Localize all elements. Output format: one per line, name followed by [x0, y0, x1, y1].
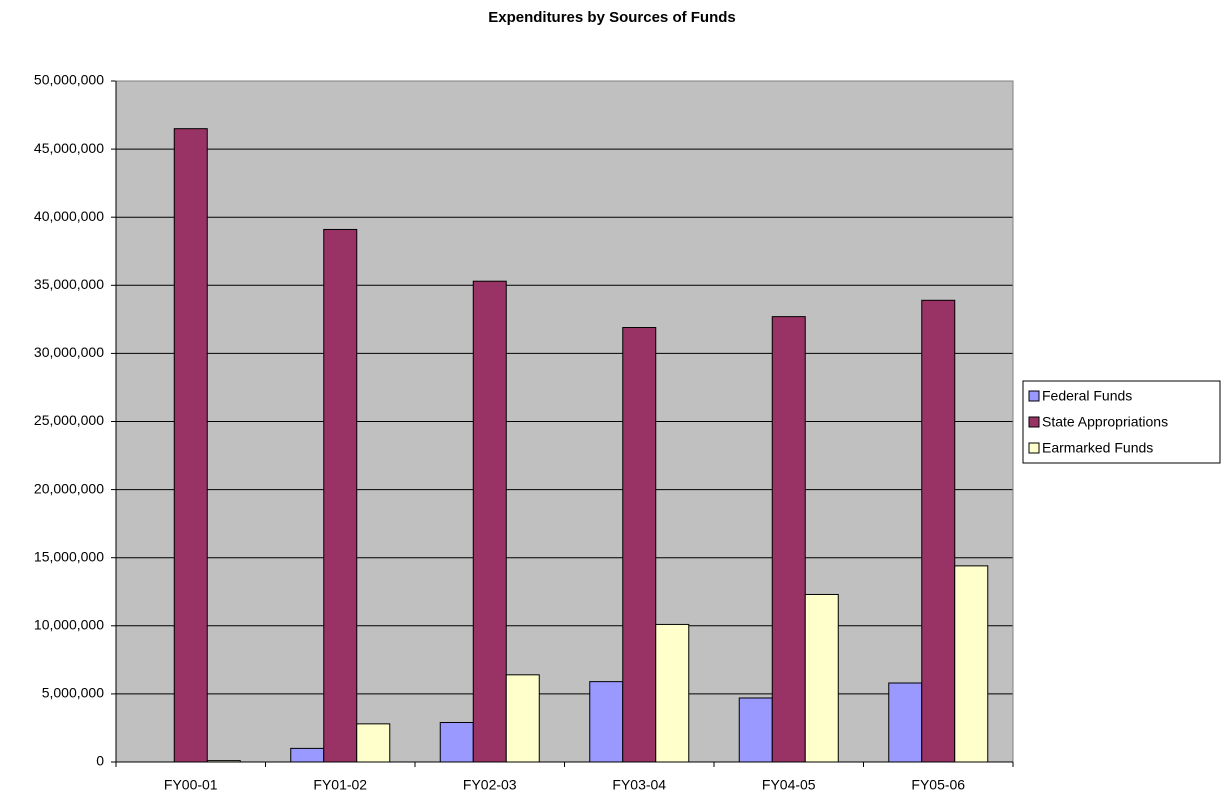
- y-tick-label: 15,000,000: [34, 548, 104, 564]
- bar: [738, 697, 773, 763]
- y-tick-label: 45,000,000: [34, 140, 104, 156]
- bar: [921, 299, 956, 763]
- y-tick-label: 10,000,000: [34, 617, 104, 633]
- chart-title: Expenditures by Sources of Funds: [488, 9, 736, 26]
- bar: [622, 327, 657, 763]
- legend-swatch: [1028, 390, 1040, 402]
- legend-swatch: [1028, 442, 1040, 454]
- y-tick-label: 50,000,000: [34, 72, 104, 88]
- bar: [771, 316, 806, 763]
- bar: [323, 228, 358, 763]
- legend-label: Federal Funds: [1042, 388, 1132, 404]
- bar: [290, 747, 325, 763]
- x-tick-label: FY05-06: [911, 777, 965, 793]
- bar: [505, 674, 540, 763]
- bar: [589, 681, 624, 763]
- bar: [655, 623, 690, 763]
- bar: [804, 593, 839, 763]
- x-tick-label: FY03-04: [612, 777, 666, 793]
- legend-label: Earmarked Funds: [1042, 440, 1153, 456]
- x-tick-label: FY01-02: [313, 777, 367, 793]
- x-tick-label: FY02-03: [463, 777, 517, 793]
- legend-box: [1022, 380, 1221, 464]
- y-tick-label: 20,000,000: [34, 480, 104, 496]
- bar: [472, 280, 507, 763]
- legend-label: State Appropriations: [1042, 414, 1168, 430]
- y-tick-label: 0: [96, 753, 104, 769]
- bar: [173, 128, 208, 763]
- y-tick-label: 40,000,000: [34, 208, 104, 224]
- bar: [888, 682, 923, 763]
- y-tick-label: 35,000,000: [34, 276, 104, 292]
- bar: [954, 565, 989, 763]
- legend-swatch: [1028, 416, 1040, 428]
- bar: [439, 722, 474, 763]
- bar: [356, 723, 391, 763]
- x-tick-label: FY00-01: [164, 777, 218, 793]
- x-tick-label: FY04-05: [762, 777, 816, 793]
- y-tick-label: 30,000,000: [34, 344, 104, 360]
- y-tick-label: 25,000,000: [34, 412, 104, 428]
- bar: [206, 760, 241, 763]
- y-tick-label: 5,000,000: [42, 685, 104, 701]
